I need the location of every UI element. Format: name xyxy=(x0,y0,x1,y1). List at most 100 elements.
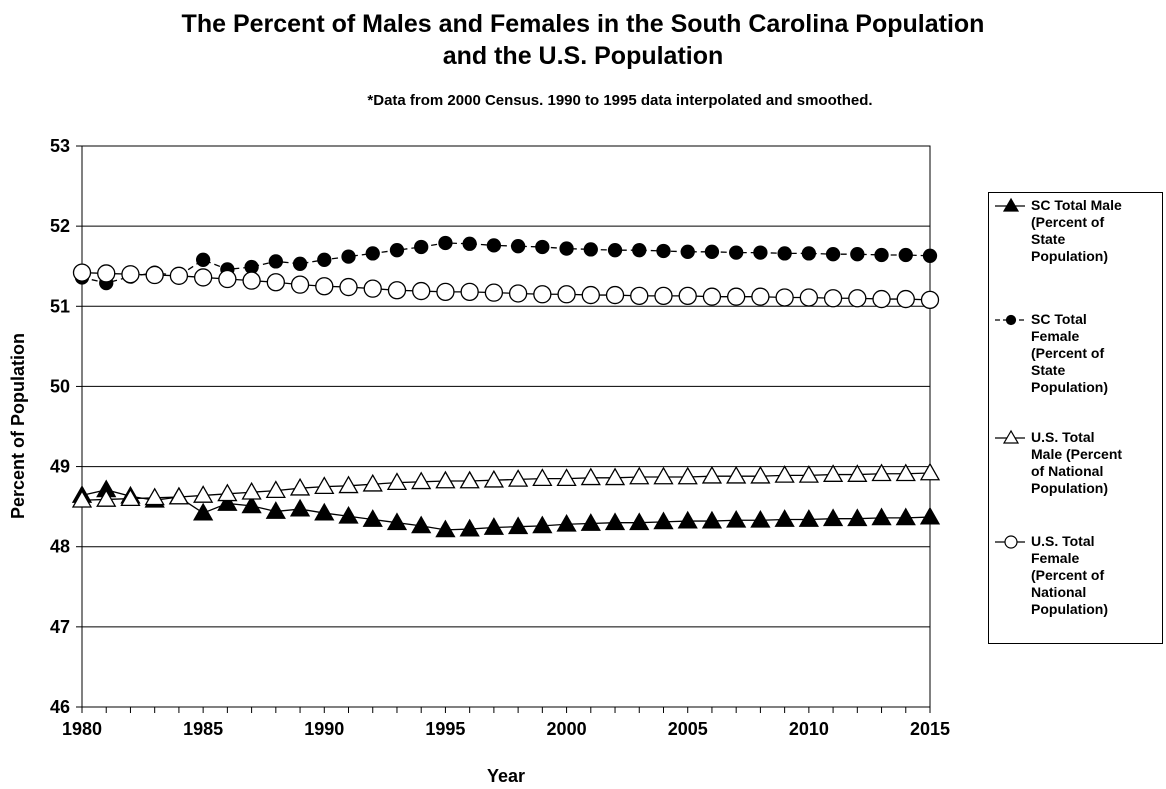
series-us-female xyxy=(72,263,940,310)
data-point-us-female xyxy=(872,289,891,309)
data-point-us-male xyxy=(411,471,432,490)
data-point-us-female xyxy=(193,268,213,287)
y-tick-label: 48 xyxy=(50,537,70,557)
chart-title: The Percent of Males and Females in the … xyxy=(0,8,1166,72)
legend-key-sc-female xyxy=(995,314,1025,326)
data-point-us-female xyxy=(97,264,116,283)
y-tick-label: 49 xyxy=(50,457,70,477)
data-point-sc-female xyxy=(607,243,623,258)
chart-legend: SC Total Male (Percent of State Population)… xyxy=(988,192,1163,644)
data-point-us-male xyxy=(822,464,844,482)
data-point-us-male xyxy=(556,468,577,486)
data-point-us-female xyxy=(363,279,382,298)
data-point-us-female xyxy=(654,286,673,306)
data-point-us-male xyxy=(726,465,747,484)
chart-subtitle: *Data from 2000 Census. 1990 to 1995 dat… xyxy=(367,92,873,109)
data-point-us-male xyxy=(193,485,214,503)
legend-label-line: Population) xyxy=(1031,601,1108,617)
data-point-us-male xyxy=(532,468,553,486)
x-tick-label: 2005 xyxy=(668,719,708,739)
data-point-sc-female xyxy=(414,239,429,255)
data-point-sc-male xyxy=(483,517,505,535)
data-point-sc-female xyxy=(777,246,792,261)
data-point-us-female xyxy=(533,285,552,304)
data-point-us-female xyxy=(557,285,576,304)
legend-label-line: Population) xyxy=(1031,480,1108,496)
data-point-sc-male xyxy=(580,513,601,531)
data-point-sc-male xyxy=(677,510,698,529)
legend-key-us-female xyxy=(995,535,1025,549)
data-point-us-female xyxy=(290,275,310,294)
data-point-us-female xyxy=(436,282,455,302)
data-point-sc-female xyxy=(462,236,477,251)
data-point-us-male xyxy=(871,463,892,482)
data-point-us-female xyxy=(605,285,625,305)
data-point-us-female xyxy=(145,265,164,285)
data-point-sc-female xyxy=(292,256,308,271)
data-point-us-male xyxy=(919,462,941,481)
data-point-us-female xyxy=(896,289,915,309)
data-point-sc-male xyxy=(847,508,868,527)
data-point-us-female xyxy=(169,266,189,285)
data-point-sc-female xyxy=(365,246,380,261)
data-point-sc-male xyxy=(411,515,432,534)
data-point-us-male xyxy=(71,489,93,508)
x-tick-label: 2015 xyxy=(910,719,950,739)
data-point-us-female xyxy=(848,289,867,308)
data-point-us-female xyxy=(339,277,358,297)
legend-label-line: SC Total Male xyxy=(1031,197,1122,213)
data-point-us-female xyxy=(218,269,237,289)
data-point-sc-female xyxy=(656,243,671,259)
data-point-sc-male xyxy=(459,518,480,537)
data-point-us-male xyxy=(459,470,480,489)
data-point-us-male xyxy=(120,488,141,507)
data-point-us-female xyxy=(702,287,722,306)
y-tick-label: 51 xyxy=(50,296,70,316)
data-point-us-male xyxy=(338,475,359,494)
data-point-sc-male xyxy=(217,493,238,511)
data-point-sc-female xyxy=(486,238,502,253)
data-point-us-male xyxy=(483,469,505,488)
data-point-sc-female xyxy=(317,252,332,267)
legend-label-line: of National xyxy=(1031,463,1104,479)
data-point-us-female xyxy=(315,277,334,296)
legend-label-line: State xyxy=(1031,362,1066,378)
data-point-sc-male xyxy=(822,508,844,527)
data-point-us-female xyxy=(581,285,600,305)
y-tick-label: 53 xyxy=(50,136,70,156)
data-point-sc-male xyxy=(919,506,941,525)
legend-label-line: Female xyxy=(1031,550,1080,566)
x-tick-label: 2010 xyxy=(789,719,829,739)
plot-area-frame xyxy=(81,145,931,708)
data-point-us-female xyxy=(823,289,843,308)
data-point-us-female xyxy=(678,286,697,306)
data-point-sc-female xyxy=(680,244,695,259)
legend-key-marker xyxy=(1005,314,1017,326)
y-tick-label: 46 xyxy=(50,697,70,717)
data-point-sc-male xyxy=(726,509,747,528)
data-point-sc-male xyxy=(289,498,311,517)
data-point-us-male xyxy=(774,465,795,483)
data-point-us-male xyxy=(168,486,190,505)
data-point-sc-female xyxy=(583,242,598,257)
data-point-sc-female xyxy=(922,248,938,263)
data-point-sc-male xyxy=(265,501,286,519)
data-point-sc-male xyxy=(532,515,553,534)
x-axis-label: Year xyxy=(487,766,525,786)
series-us-male xyxy=(71,462,941,508)
data-point-us-female xyxy=(508,284,528,303)
data-point-sc-female xyxy=(850,247,865,262)
data-point-sc-male xyxy=(386,512,408,531)
data-point-us-male xyxy=(798,465,819,483)
chart-title-line-2: and the U.S. Population xyxy=(442,42,724,70)
data-point-sc-female xyxy=(341,249,356,264)
data-point-sc-female xyxy=(753,245,768,260)
legend-label-line: Female xyxy=(1031,328,1080,344)
x-tick-label: 2000 xyxy=(547,719,587,739)
data-point-us-male xyxy=(386,472,408,491)
legend-label-line: (Percent of xyxy=(1031,345,1105,361)
data-point-us-male xyxy=(265,480,286,499)
data-point-us-female xyxy=(242,271,261,290)
data-point-us-male xyxy=(241,481,262,500)
